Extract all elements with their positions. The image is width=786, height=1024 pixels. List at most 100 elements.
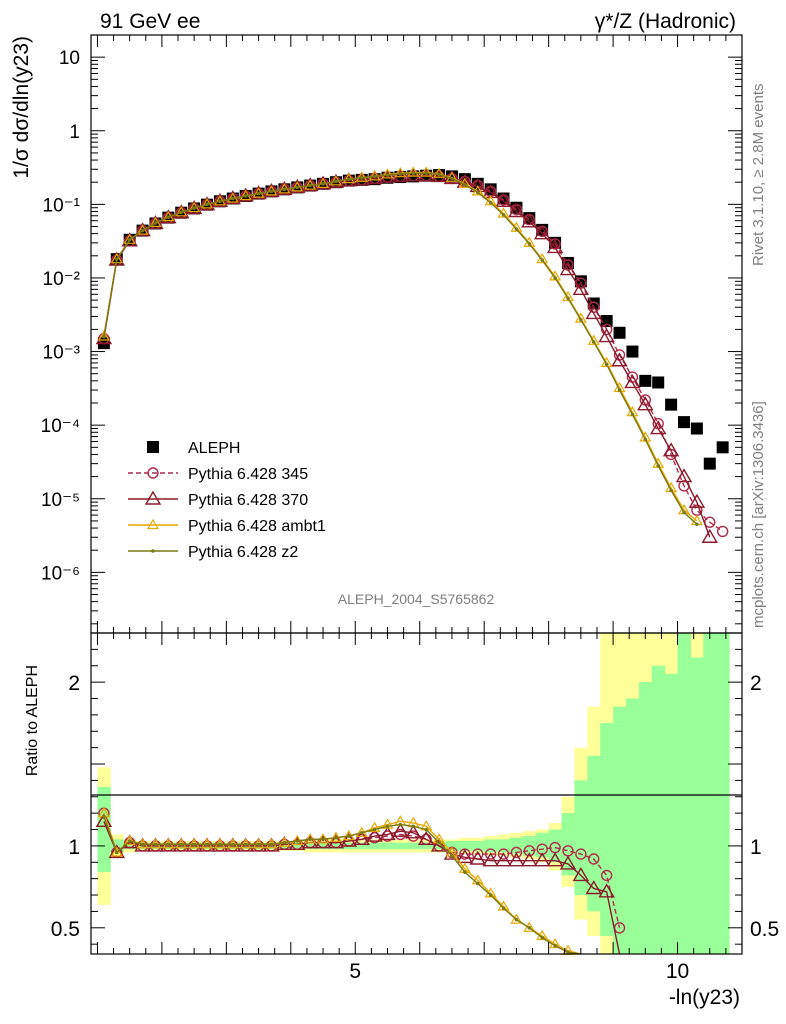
data-point [675, 468, 693, 483]
data-point [604, 362, 609, 367]
header-right-label: γ*/Z (Hadronic) [595, 10, 736, 33]
ratio-point [523, 921, 536, 932]
data-point [147, 215, 164, 230]
data-point [394, 167, 407, 178]
x-tick-label: 5 [349, 960, 361, 983]
data-point [385, 173, 390, 177]
ratio-point [153, 842, 158, 847]
band-inner-bin [97, 786, 111, 873]
data-point [282, 187, 287, 192]
legend-item-pythia-6-428-370: Pythia 6.428 370 [128, 490, 308, 509]
data-point [153, 221, 158, 225]
data-point [630, 412, 635, 417]
data-point [682, 510, 686, 515]
ratio-point [514, 917, 519, 922]
main-y-tick-label: 10⁻² [43, 269, 81, 290]
band-inner-bin [574, 780, 588, 896]
data-point [613, 326, 626, 339]
data-point [381, 168, 394, 179]
legend-item-aleph: ALEPH [147, 440, 240, 457]
ratio-point [405, 824, 422, 839]
ratio-y-tick-label-right: 1 [750, 836, 762, 859]
data-point [437, 172, 441, 177]
ratio-point [385, 824, 390, 829]
series-pythia-6-428-z2 [102, 171, 699, 527]
ratio-point [540, 935, 544, 940]
band-inner-bin [651, 665, 666, 954]
ratio-point [510, 913, 523, 924]
data-point [677, 416, 690, 429]
data-point [566, 296, 570, 301]
band-inner-bin [355, 842, 369, 850]
analysis-tag: ALEPH_2004_S5765862 [338, 591, 495, 607]
data-point [321, 182, 325, 186]
ratio-point [282, 840, 287, 845]
data-point [637, 396, 654, 411]
data-point [600, 315, 613, 328]
ratio-point [575, 848, 587, 860]
main-y-tick-label: 10⁻⁴ [41, 416, 80, 437]
data-point [572, 280, 590, 296]
ratio-series-layer [95, 806, 626, 955]
ratio-point [295, 839, 300, 843]
ratio-point [501, 906, 506, 910]
ratio-point [269, 842, 274, 847]
ratio-y-tick-label-right: 2 [750, 672, 762, 695]
data-point [134, 222, 151, 237]
ratio-y-tick-label-right: 0.5 [750, 918, 779, 941]
ratio-point [430, 837, 448, 852]
band-inner-bin [548, 829, 563, 863]
ratio-plot-frame [90, 632, 743, 955]
ratio-point [381, 818, 394, 829]
ratio-point [127, 839, 132, 843]
data-point [218, 199, 222, 204]
data-point [495, 192, 512, 208]
ratio-point [533, 852, 551, 867]
ratio-point [192, 842, 196, 847]
data-point [179, 210, 184, 215]
data-point [347, 177, 351, 181]
band-inner-bin [638, 682, 653, 954]
legend-label: Pythia 6.428 ambt1 [188, 518, 326, 535]
data-point [123, 233, 136, 244]
band-inner-bin [123, 842, 137, 850]
ratio-point [239, 838, 252, 849]
ratio-point [424, 827, 428, 832]
data-point [688, 493, 706, 508]
axes-layer: 5 10 10⁻⁶ 10⁻⁵ 10⁻⁴ 10⁻³ 10⁻² 10⁻¹ 1 10 0.5 0.5 1 1 2 2 [41, 34, 779, 983]
band-inner-bin [497, 839, 511, 853]
band-inner-bin [406, 842, 421, 850]
band-inner-bin [484, 839, 498, 853]
ratio-point [475, 881, 480, 886]
ratio-point [392, 822, 409, 837]
main-y-tick-label: 10⁻⁶ [41, 563, 80, 584]
ratio-point [546, 852, 564, 867]
data-point [256, 191, 261, 196]
ratio-point [175, 838, 188, 849]
ratio-point [523, 845, 535, 857]
header-left-label: 91 GeV ee [100, 10, 200, 33]
ratio-point [398, 822, 403, 827]
ratio-point [566, 950, 570, 955]
data-point [488, 200, 493, 205]
band-inner-bin [664, 673, 679, 954]
ratio-point [114, 850, 119, 855]
data-point [662, 442, 680, 457]
data-point [561, 290, 575, 302]
ratio-point [572, 866, 590, 882]
data-point [600, 356, 613, 368]
ratio-point [301, 834, 319, 849]
data-point [166, 215, 171, 219]
band-inner-bin [716, 633, 730, 954]
ratio-point [521, 852, 538, 867]
data-point [243, 194, 248, 198]
legend-label: Pythia 6.428 370 [188, 492, 308, 509]
band-inner-bin [303, 842, 318, 850]
ratio-point [353, 830, 370, 846]
legend-label: Pythia 6.428 345 [188, 466, 308, 483]
ratio-point [527, 925, 532, 930]
band-inner-bin [703, 633, 717, 954]
band-inner-bin [613, 706, 627, 954]
ratio-point [368, 821, 381, 832]
